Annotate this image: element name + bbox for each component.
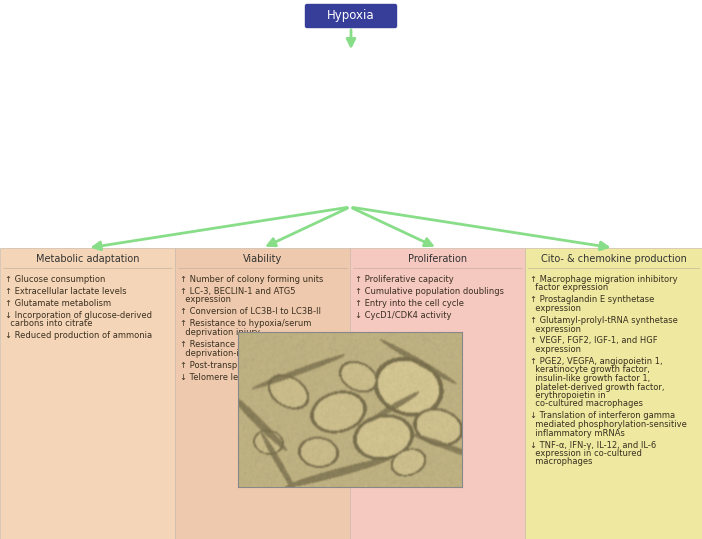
Text: ↑ Cumulative population doublings: ↑ Cumulative population doublings	[355, 287, 504, 296]
Text: ↑ Conversion of LC3B-I to LC3B-II: ↑ Conversion of LC3B-I to LC3B-II	[180, 308, 321, 316]
Text: Proliferation: Proliferation	[408, 254, 467, 264]
Text: factor expression: factor expression	[530, 284, 608, 293]
Text: ↑ Resistance to oxygen-glucose: ↑ Resistance to oxygen-glucose	[180, 340, 315, 349]
Text: carbons into citrate: carbons into citrate	[5, 320, 93, 328]
Text: Viability: Viability	[243, 254, 282, 264]
Text: ↑ Post-transplantation survival rate: ↑ Post-transplantation survival rate	[180, 361, 330, 370]
Text: deprivation injury: deprivation injury	[180, 328, 260, 337]
Text: ↓ Telomere length: ↓ Telomere length	[180, 372, 258, 382]
Text: platelet-derived growth factor,: platelet-derived growth factor,	[530, 383, 665, 391]
Text: erythropoietin in: erythropoietin in	[530, 391, 606, 400]
Text: Cito- & chemokine production: Cito- & chemokine production	[541, 254, 687, 264]
Text: mediated phosphorylation-sensitive: mediated phosphorylation-sensitive	[530, 420, 687, 429]
Text: keratinocyte growth factor,: keratinocyte growth factor,	[530, 365, 650, 375]
Bar	[0, 248, 175, 539]
Text: ↑ PGE2, VEGFA, angiopoietin 1,: ↑ PGE2, VEGFA, angiopoietin 1,	[530, 357, 663, 366]
Text: ↑ Macrophage migration inhibitory: ↑ Macrophage migration inhibitory	[530, 275, 677, 284]
Text: ↓ TNF-α, IFN-γ, IL-12, and IL-6: ↓ TNF-α, IFN-γ, IL-12, and IL-6	[530, 440, 656, 450]
Text: deprivation-induced damage: deprivation-induced damage	[180, 349, 307, 357]
Text: expression: expression	[530, 324, 581, 334]
Text: Metabolic adaptation: Metabolic adaptation	[36, 254, 139, 264]
Bar	[175, 248, 350, 539]
Text: Hypoxia: Hypoxia	[327, 10, 375, 23]
Text: Human bone marrow-derived stem/stromal
cells: Human bone marrow-derived stem/stromal c…	[257, 68, 443, 87]
Text: ↑ Prostaglandin E synthetase: ↑ Prostaglandin E synthetase	[530, 295, 654, 305]
Bar	[350, 248, 525, 539]
Text: ↑ Number of colony forming units: ↑ Number of colony forming units	[180, 275, 324, 284]
Text: ↑ LC-3, BECLIN-1 and ATG5: ↑ LC-3, BECLIN-1 and ATG5	[180, 287, 296, 296]
Text: ↑ Glutamyl-prolyl-tRNA synthetase: ↑ Glutamyl-prolyl-tRNA synthetase	[530, 316, 678, 325]
Text: expression: expression	[530, 345, 581, 354]
Text: ↑ Proliferative capacity: ↑ Proliferative capacity	[355, 275, 453, 284]
Text: inflammatory mRNAs: inflammatory mRNAs	[530, 429, 625, 438]
Text: expression in co-cultured: expression in co-cultured	[530, 449, 642, 458]
Text: ↑ VEGF, FGF2, IGF-1, and HGF: ↑ VEGF, FGF2, IGF-1, and HGF	[530, 336, 658, 345]
Text: expression: expression	[530, 304, 581, 313]
Text: ↓ Reduced production of ammonia: ↓ Reduced production of ammonia	[5, 331, 152, 341]
FancyBboxPatch shape	[305, 4, 397, 27]
Text: co-cultured macrophages: co-cultured macrophages	[530, 399, 643, 409]
Text: ↑ Extracellular lactate levels: ↑ Extracellular lactate levels	[5, 287, 126, 296]
Text: ↑ Glucose consumption: ↑ Glucose consumption	[5, 275, 105, 284]
Text: ↓ Incorporation of glucose-derived: ↓ Incorporation of glucose-derived	[5, 311, 152, 320]
Text: macrophages: macrophages	[530, 458, 592, 466]
Text: insulin-like growth factor 1,: insulin-like growth factor 1,	[530, 374, 650, 383]
Bar	[525, 248, 702, 539]
Text: ↑ Resistance to hypoxia/serum: ↑ Resistance to hypoxia/serum	[180, 320, 312, 328]
Text: ↑ Entry into the cell cycle: ↑ Entry into the cell cycle	[355, 299, 464, 308]
Text: ↓ Translation of interferon gamma: ↓ Translation of interferon gamma	[530, 411, 675, 420]
Text: ↓ CycD1/CDK4 activity: ↓ CycD1/CDK4 activity	[355, 311, 451, 320]
Text: expression: expression	[180, 295, 231, 305]
Text: ↑ Glutamate metabolism: ↑ Glutamate metabolism	[5, 299, 111, 308]
